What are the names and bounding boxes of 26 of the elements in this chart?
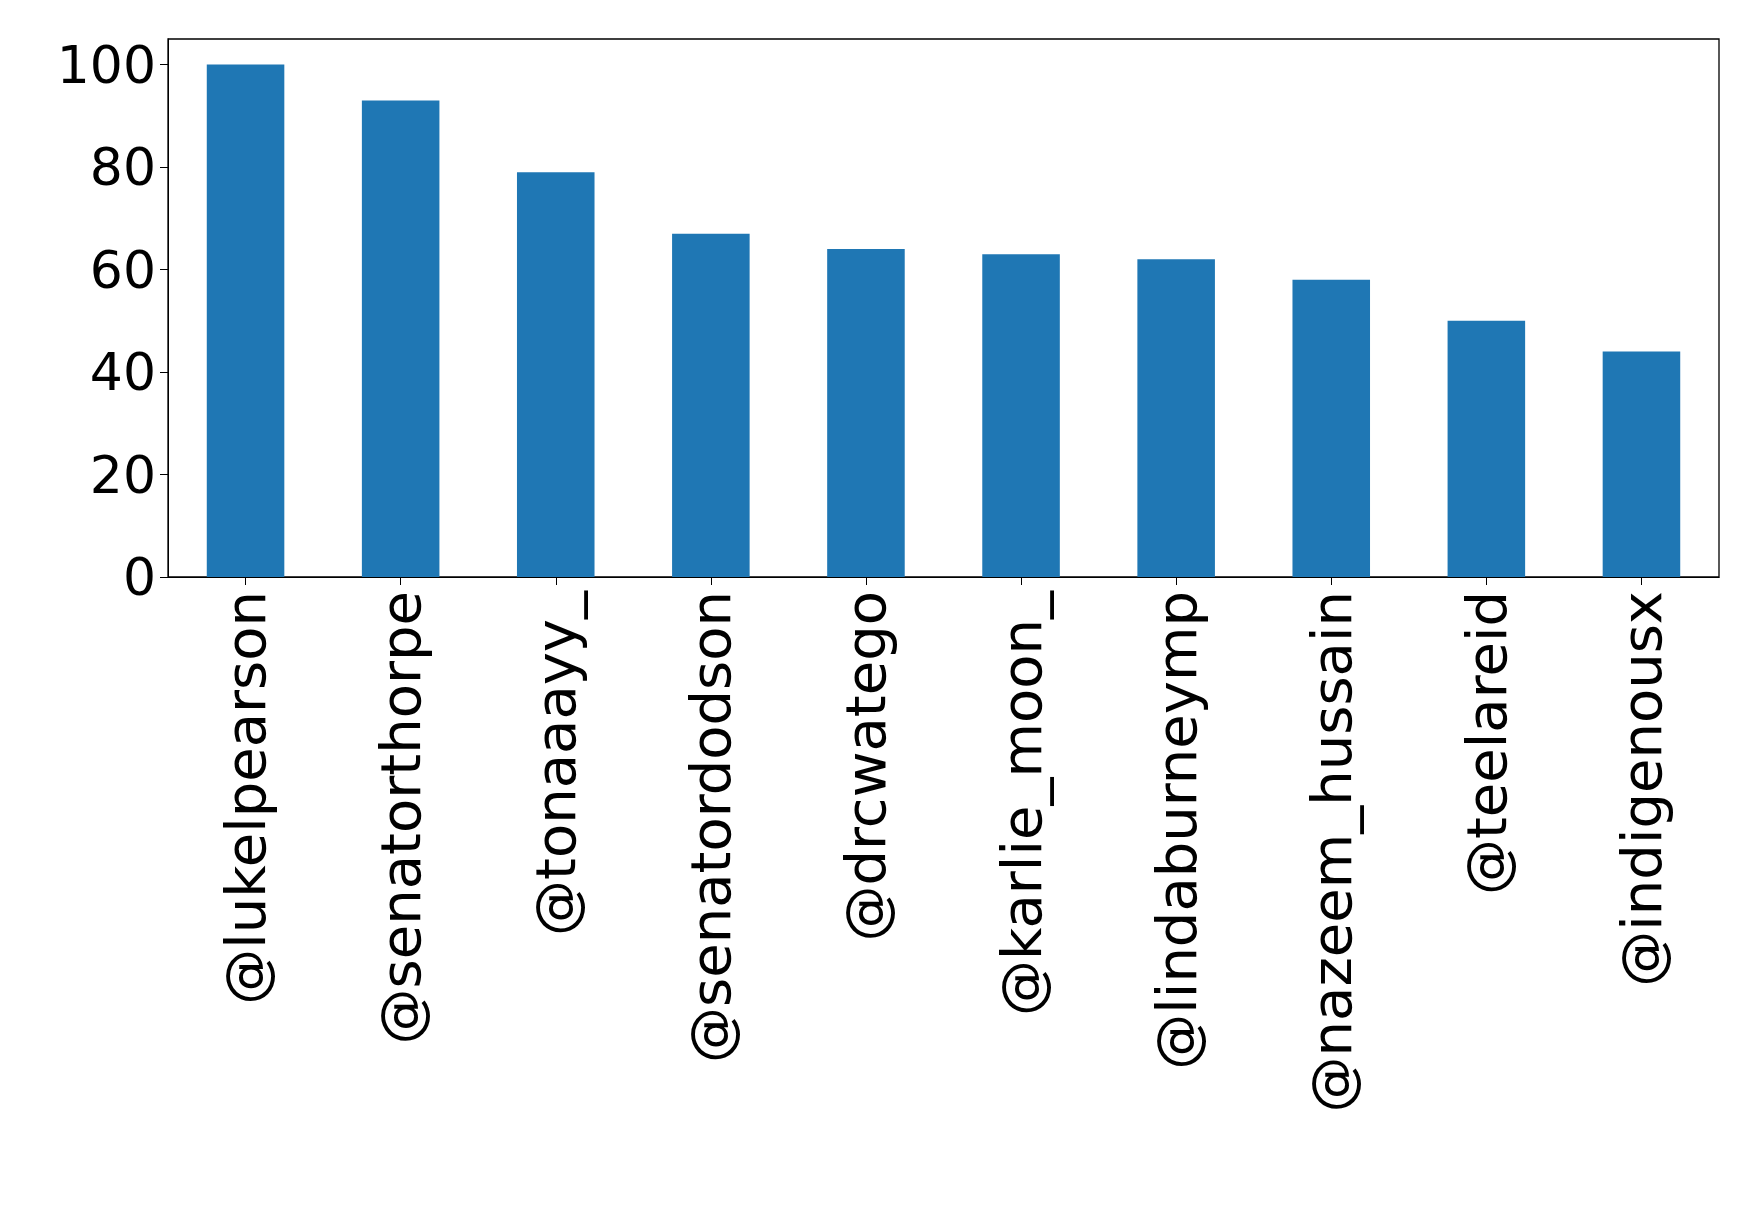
x-tick-label: @nazeem_hussain: [1298, 591, 1364, 1113]
bar: [516, 172, 595, 577]
x-tick-label: @lindaburneymp: [1143, 591, 1209, 1070]
bar: [361, 100, 440, 577]
bar: [982, 254, 1060, 577]
x-tick-label: @senatordodson: [678, 591, 744, 1063]
x-tick-label: @drcwatego: [833, 591, 899, 942]
bar: [672, 233, 750, 577]
x-tick-label: @senatorthorpe: [368, 591, 434, 1045]
x-tick-label: @indigenousx: [1608, 591, 1674, 987]
x-tick-label: @lukelpearson: [213, 591, 279, 1005]
bar: [1602, 351, 1681, 577]
x-tick-label: @karlie_moon_: [988, 590, 1054, 1016]
bar: [827, 249, 905, 577]
y-tick-label: 60: [89, 239, 156, 300]
y-tick-label: 100: [56, 34, 156, 95]
y-tick-label: 20: [89, 444, 156, 505]
bar: [1137, 259, 1215, 577]
x-tick-label: @tonaaayy_: [523, 590, 589, 936]
x-tick-label: @teelareid: [1453, 591, 1519, 896]
bar: [1447, 320, 1526, 577]
y-tick-label: 80: [89, 137, 156, 198]
bar: [206, 64, 285, 577]
y-tick-label: 0: [122, 547, 156, 607]
bar: [1292, 279, 1371, 577]
y-tick-label: 40: [89, 342, 156, 403]
